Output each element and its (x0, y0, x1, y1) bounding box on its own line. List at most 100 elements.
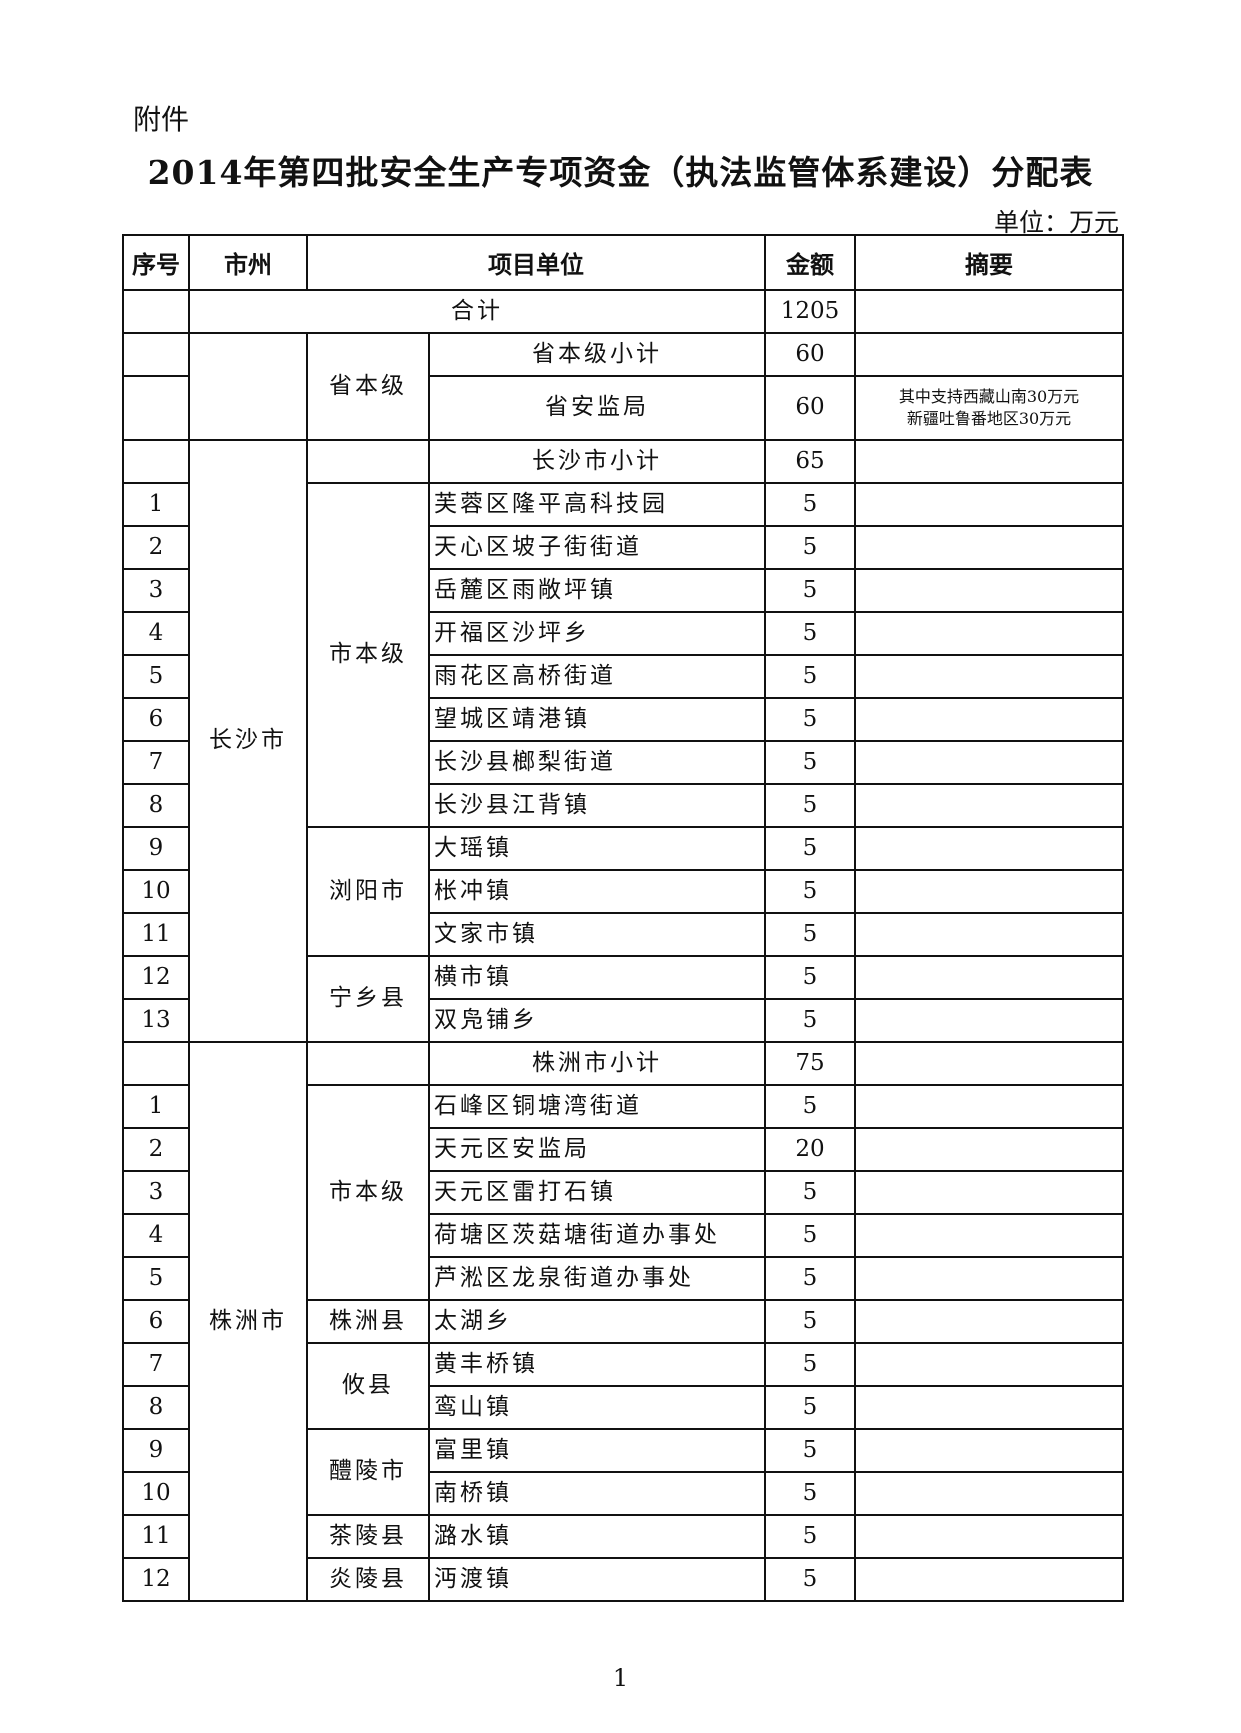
seq-cell: 12 (122, 955, 190, 1000)
unit-cell: 潞水镇 (428, 1514, 766, 1559)
unit-cell: 文家市镇 (428, 912, 766, 957)
amount-cell: 5 (764, 1170, 856, 1215)
amount-cell: 5 (764, 1514, 856, 1559)
unit-label: 单位：万元 (993, 208, 1119, 237)
amount-cell: 5 (764, 1471, 856, 1516)
total-label: 合计 (188, 289, 766, 334)
amount-cell: 5 (764, 1557, 856, 1602)
seq-cell: 9 (122, 1428, 190, 1473)
amount-cell: 20 (764, 1127, 856, 1172)
subtotal-row: 省本级 省本级小计 60 (122, 332, 1124, 441)
table-row: 12 炎陵县 沔渡镇 5 (122, 1557, 1124, 1602)
table-row: 7 长沙县榔梨街道 5 (122, 740, 1124, 785)
note-cell (854, 1256, 1124, 1301)
note-cell (854, 869, 1124, 914)
amount-cell: 5 (764, 998, 856, 1043)
amount-cell: 5 (764, 482, 856, 527)
county-cell (306, 1041, 430, 1086)
unit-cell: 大瑶镇 (428, 826, 766, 871)
unit-cell: 省安监局 (428, 375, 766, 441)
table-row: 3 天元区雷打石镇 5 (122, 1170, 1124, 1215)
table-row: 10 南桥镇 5 (122, 1471, 1124, 1516)
amount-cell: 5 (764, 1084, 856, 1129)
note-line: 其中支持西藏山南30万元 (898, 387, 1080, 407)
subtotal-label: 株洲市小计 (428, 1041, 766, 1086)
note-cell (854, 1342, 1124, 1387)
table-row: 11 文家市镇 5 (122, 912, 1124, 957)
seq-cell: 2 (122, 525, 190, 570)
note-cell (854, 740, 1124, 785)
county-cell: 茶陵县 (306, 1514, 430, 1559)
table-row: 3 岳麓区雨敞坪镇 5 (122, 568, 1124, 613)
table-row: 6 株洲县 太湖乡 5 (122, 1299, 1124, 1344)
seq-cell: 7 (122, 740, 190, 785)
table-row: 2 天元区安监局 20 (122, 1127, 1124, 1172)
table-row: 8 长沙县江背镇 5 (122, 783, 1124, 828)
city-cell: 长沙市 (188, 439, 308, 1043)
seq-cell (122, 1041, 190, 1086)
table-row: 9 浏阳市 大瑶镇 5 (122, 826, 1124, 957)
note-cell (854, 654, 1124, 699)
note-cell (854, 998, 1124, 1043)
amount-cell: 5 (764, 869, 856, 914)
unit-cell: 荷塘区茨菇塘街道办事处 (428, 1213, 766, 1258)
note-cell (854, 826, 1124, 871)
county-cell: 攸县 (306, 1342, 430, 1430)
seq-cell: 3 (122, 568, 190, 613)
seq-cell: 5 (122, 1256, 190, 1301)
seq-cell: 11 (122, 1514, 190, 1559)
page-number: 1 (612, 1664, 629, 1692)
total-amount: 1205 (764, 289, 856, 334)
county-cell: 市本级 (306, 482, 430, 828)
unit-cell: 天元区雷打石镇 (428, 1170, 766, 1215)
note-cell (854, 1127, 1124, 1172)
seq-cell (122, 289, 190, 334)
amount-cell: 5 (764, 740, 856, 785)
amount-cell: 5 (764, 611, 856, 656)
seq-cell: 8 (122, 1385, 190, 1430)
note-cell (854, 783, 1124, 828)
unit-cell: 黄丰桥镇 (428, 1342, 766, 1387)
county-cell: 浏阳市 (306, 826, 430, 957)
header-row: 序号 市州 项目单位 金额 摘要 (122, 234, 1124, 291)
note-cell (854, 1428, 1124, 1473)
note-cell (854, 439, 1124, 484)
unit-cell: 石峰区铜塘湾街道 (428, 1084, 766, 1129)
amount-cell: 5 (764, 1342, 856, 1387)
seq-cell: 2 (122, 1127, 190, 1172)
unit-cell: 天心区坡子街街道 (428, 525, 766, 570)
seq-cell: 1 (122, 482, 190, 527)
note-cell (854, 1084, 1124, 1129)
note-line: 新疆吐鲁番地区30万元 (906, 409, 1072, 428)
note-cell: 其中支持西藏山南30万元 新疆吐鲁番地区30万元 (854, 375, 1124, 441)
seq-cell: 5 (122, 654, 190, 699)
table-row: 10 枨冲镇 5 (122, 869, 1124, 914)
table-row: 9 醴陵市 富里镇 5 (122, 1428, 1124, 1516)
unit-cell: 太湖乡 (428, 1299, 766, 1344)
subtotal-amount: 60 (764, 332, 856, 377)
seq-cell: 9 (122, 826, 190, 871)
county-cell: 醴陵市 (306, 1428, 430, 1516)
amount-cell: 5 (764, 1299, 856, 1344)
unit-cell: 芙蓉区隆平高科技园 (428, 482, 766, 527)
unit-cell: 岳麓区雨敞坪镇 (428, 568, 766, 613)
note-cell (854, 1170, 1124, 1215)
unit-cell: 横市镇 (428, 955, 766, 1000)
unit-cell: 长沙县榔梨街道 (428, 740, 766, 785)
subtotal-label: 省本级小计 (428, 332, 766, 377)
header-note: 摘要 (854, 234, 1124, 291)
subtotal-row: 株洲市 株洲市小计 75 (122, 1041, 1124, 1602)
unit-cell: 沔渡镇 (428, 1557, 766, 1602)
unit-cell: 雨花区高桥街道 (428, 654, 766, 699)
table-row: 1 市本级 芙蓉区隆平高科技园 5 (122, 482, 1124, 828)
amount-cell: 5 (764, 1385, 856, 1430)
subtotal-label: 长沙市小计 (428, 439, 766, 484)
seq-cell: 12 (122, 1557, 190, 1602)
header-unit: 项目单位 (306, 234, 766, 291)
note-cell (854, 697, 1124, 742)
subtotal-amount: 65 (764, 439, 856, 484)
seq-cell: 11 (122, 912, 190, 957)
seq-cell: 4 (122, 611, 190, 656)
county-cell: 省本级 (306, 332, 430, 441)
seq-cell: 6 (122, 1299, 190, 1344)
